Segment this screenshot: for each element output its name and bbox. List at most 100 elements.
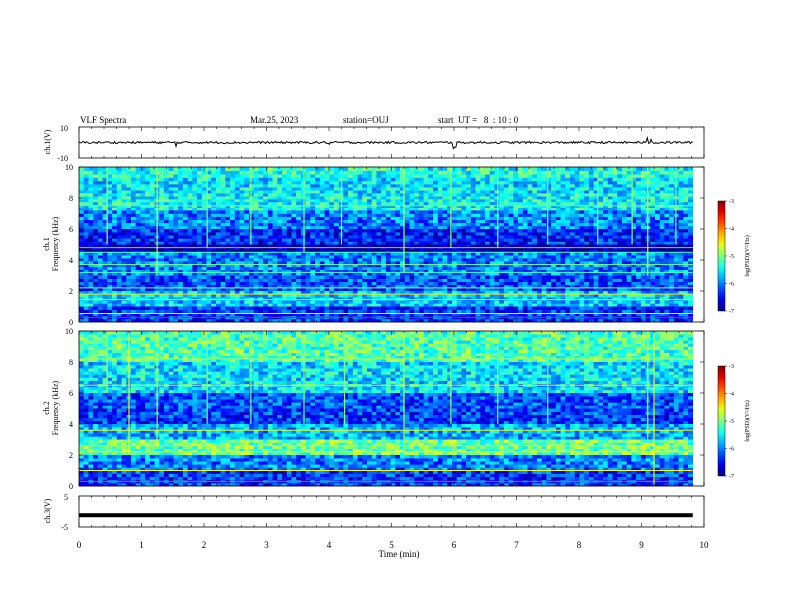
ch1-spec-cell	[584, 170, 590, 175]
ch1-spec-cell	[319, 249, 325, 253]
ch1-spec-cell	[688, 167, 694, 171]
ch1-spec-cell	[669, 238, 675, 242]
ch1-spec-cell	[541, 216, 547, 220]
ch1-spec-cell	[338, 284, 344, 289]
ch1-spec-cell	[442, 216, 448, 220]
ch1-spec-cell	[296, 213, 302, 217]
ch1-spec-cell	[541, 272, 547, 276]
ch1-spec-cell	[116, 252, 122, 256]
ch1-spec-cell	[277, 244, 283, 248]
ch1-spec-cell	[522, 252, 528, 256]
ch1-spec-cell	[428, 244, 434, 248]
ch1-spec-cell	[683, 238, 689, 242]
ch1-spec-cell	[579, 272, 585, 276]
ch1-spec-cell	[135, 213, 141, 217]
ch1-spec-cell	[669, 213, 675, 217]
ch1-spec-cell	[130, 219, 136, 224]
ch1-spec-cell	[187, 180, 193, 185]
ch1-spec-cell	[560, 249, 566, 253]
ch1-spec-cell	[239, 238, 245, 242]
ch1-spec-cell	[88, 238, 94, 242]
ch1-spec-cell	[145, 196, 151, 200]
ch1-spec-cell	[376, 241, 382, 245]
ch1-spec-cell	[366, 177, 373, 182]
ch1-spec-cell	[93, 222, 99, 227]
ch1-spec-cell	[126, 204, 132, 208]
ch1-spec-cell	[211, 210, 217, 214]
ch1-spec-cell	[612, 247, 618, 250]
ch1-spec-cell	[579, 193, 585, 197]
ch1-spec-cell	[286, 252, 292, 256]
ch1-spec-cell	[140, 190, 146, 194]
ch1-spec-cell	[404, 263, 410, 268]
ch1-spec-cell	[603, 255, 609, 259]
ch1-spec-cell	[381, 207, 387, 211]
ch1-spec-cell	[451, 204, 457, 208]
ch1-spec-cell	[522, 219, 528, 224]
ch1-spec-cell	[485, 287, 491, 292]
ch1-spec-cell	[135, 249, 141, 253]
ch1-spec-cell	[324, 180, 330, 185]
ch1-spec-cell	[234, 263, 240, 268]
ch1-spec-cell	[617, 252, 623, 256]
ch1-spec-cell	[159, 258, 165, 262]
ch1-spec-cell	[97, 260, 103, 265]
ch1-spec-cell	[140, 244, 146, 248]
ch1-spec-cell	[211, 232, 217, 236]
ch1-spec-cell	[376, 287, 382, 292]
ch1-spec-cell	[220, 170, 226, 175]
ch1-spec-cell	[277, 229, 283, 233]
ch1-spec-cell	[683, 272, 689, 276]
ch1-spec-cell	[348, 213, 354, 217]
ch1-spec-cell	[508, 219, 514, 224]
ch1-spec-cell	[489, 190, 495, 194]
ch1-spec-cell	[640, 244, 646, 248]
ch1-spec-cell	[211, 187, 217, 191]
ch1-spec-cell	[187, 249, 193, 253]
ch1-spec-cell	[433, 210, 439, 214]
ch1-spec-cell	[348, 207, 354, 211]
ch1-spec-cell	[475, 249, 481, 253]
ch1-spec-cell	[126, 244, 132, 248]
ch1-spec-cell	[206, 238, 212, 242]
ch1-spec-cell	[263, 199, 269, 203]
ch1-spec-cell	[626, 170, 632, 175]
ch1-spec-cell	[178, 244, 184, 248]
ch1-spec-cell	[333, 229, 339, 233]
ch1-spec-cell	[508, 184, 514, 188]
ch1-spec-cell	[215, 219, 221, 224]
ch1-spec-cell	[286, 196, 292, 200]
ch1-spec-cell	[381, 258, 387, 262]
ch1-spec-cell	[584, 177, 590, 182]
ch1-spec-cell	[532, 222, 538, 227]
ch1-spec-cell	[135, 174, 141, 179]
ch1-spec-cell	[603, 260, 609, 265]
ch1-spec-cell	[258, 238, 264, 242]
ch1-spec-cell	[329, 232, 335, 236]
ch1-spec-cell	[560, 170, 566, 175]
ch1-spec-cell	[258, 222, 264, 227]
ch1-spec-cell	[282, 287, 288, 292]
ch1-spec-cell	[499, 241, 505, 245]
ch1-spec-cell	[112, 210, 118, 214]
ch1-spec-cell	[343, 219, 349, 224]
ch1-spec-cell	[541, 232, 547, 236]
ch1-spec-cell	[352, 187, 358, 191]
ch1-spec-cell	[381, 284, 387, 289]
ch1-spec-cell	[409, 287, 415, 292]
ch1-spec-cell	[192, 241, 198, 245]
ch1-spec-cell	[291, 238, 297, 242]
ch1-spec-cell	[612, 193, 618, 197]
ch1-spec-cell	[423, 266, 429, 270]
ch1-spec-cell	[182, 235, 188, 239]
ch1-spec-cell	[513, 213, 519, 217]
ch1-spec-cell	[182, 216, 188, 220]
ch1-spec-cell	[565, 235, 571, 239]
ch1-spec-cell	[230, 241, 236, 245]
ch1-spec-cell	[480, 184, 486, 188]
ch1-spec-cell	[220, 238, 226, 242]
ch1-spec-cell	[650, 225, 656, 230]
ch1-spec-cell	[518, 235, 524, 239]
ch1-spec-cell	[187, 284, 193, 289]
ch1-spec-cell	[220, 266, 226, 270]
